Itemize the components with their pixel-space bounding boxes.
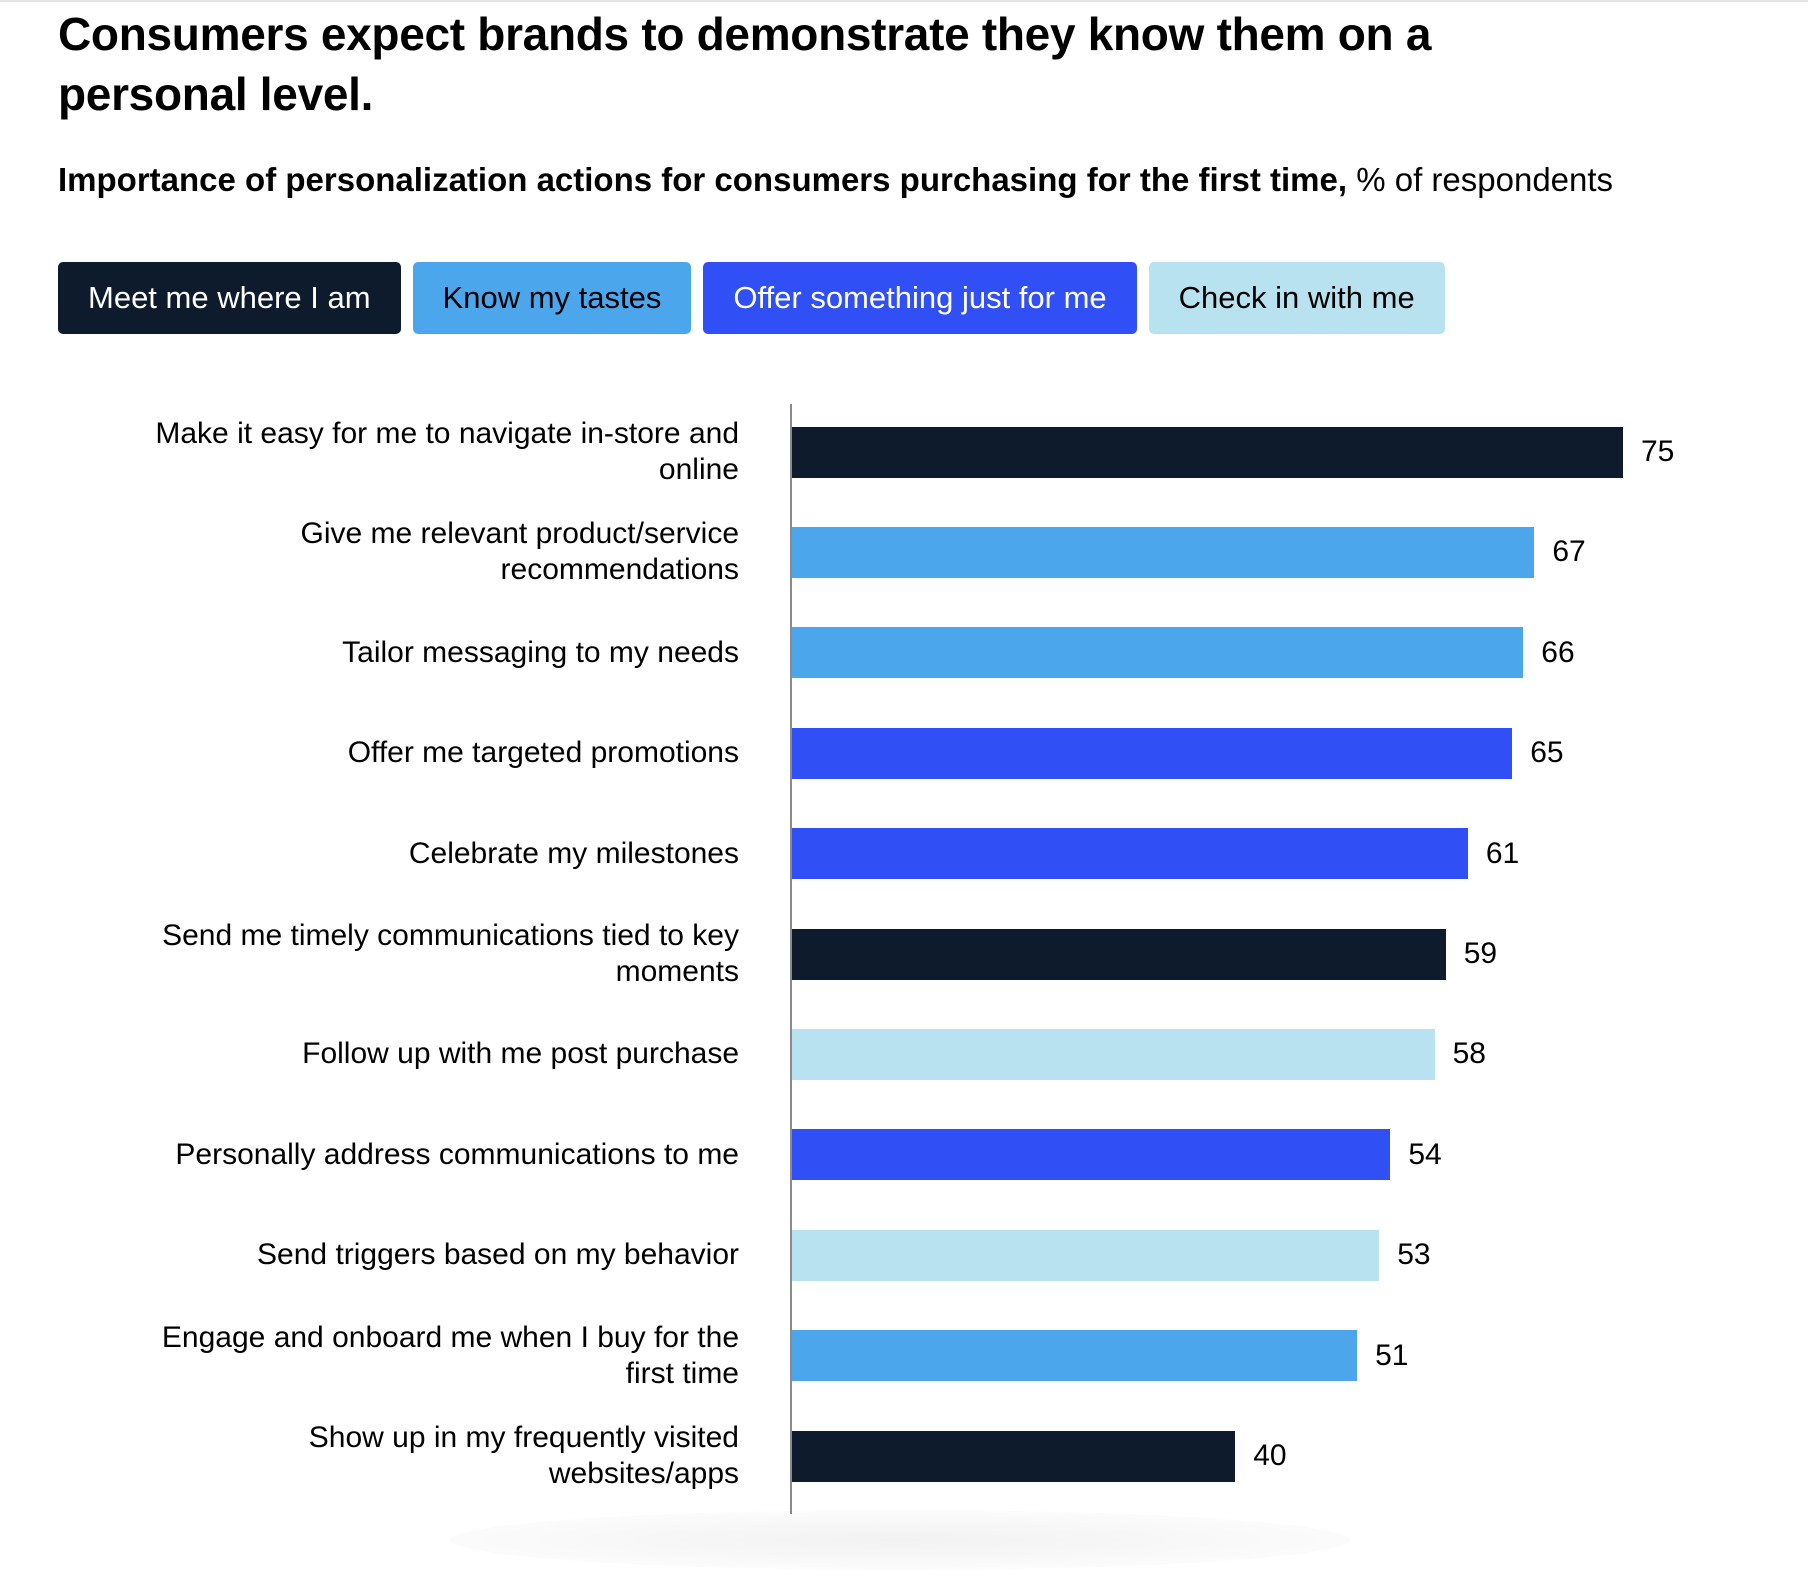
bar [792, 1028, 1435, 1080]
category-label: Send me timely communications tied to ke… [162, 919, 739, 988]
bar [792, 526, 1535, 578]
legend-filter-buttons: Meet me where I am Know my tastes Offer so… [58, 262, 1445, 334]
chart-subtitle: Importance of personalization actions fo… [58, 158, 1613, 202]
data-label: 53 [1397, 1238, 1431, 1272]
data-label: 66 [1541, 635, 1575, 669]
data-label: 54 [1408, 1137, 1442, 1171]
subtitle-unit: % of respondents [1347, 161, 1614, 198]
bar [792, 928, 1446, 980]
legend-button-meet-me-where-i-am[interactable]: Meet me where I am [58, 262, 401, 334]
data-label: 65 [1530, 736, 1564, 770]
bar [792, 727, 1513, 779]
category-label: Make it easy for me to navigate in-store… [155, 417, 739, 486]
category-label: Engage and onboard me when I buy for the… [161, 1320, 739, 1390]
data-label: 51 [1375, 1338, 1409, 1372]
y-axis-line [790, 404, 792, 1514]
data-label: 40 [1253, 1439, 1287, 1472]
category-label: Give me relevant product/service recomme… [300, 517, 739, 587]
data-label: 67 [1552, 535, 1586, 569]
bar [792, 1229, 1380, 1281]
top-divider [0, 0, 1808, 2]
data-label: 75 [1641, 435, 1675, 468]
data-label: 61 [1485, 836, 1520, 870]
category-label: Personally address communications to me [175, 1137, 739, 1171]
category-label: Tailor messaging to my needs [342, 635, 739, 669]
page-title: Consumers expect brands to demonstrate t… [58, 8, 1432, 120]
bottom-shadow [450, 1510, 1350, 1570]
bar [792, 1129, 1391, 1181]
bar [792, 1430, 1236, 1482]
category-label: Send triggers based on my behavior [257, 1238, 739, 1272]
bar [792, 426, 1623, 478]
legend-button-know-my-tastes[interactable]: Know my tastes [412, 262, 692, 334]
legend-button-offer-something-just-for-me[interactable]: Offer something just for me [703, 262, 1137, 334]
category-label: Offer me targeted promotions [347, 736, 739, 770]
bar [792, 828, 1468, 880]
data-label: 58 [1452, 1037, 1486, 1071]
category-label: Follow up with me post purchase [302, 1037, 739, 1071]
subtitle-main: Importance of personalization actions fo… [58, 161, 1348, 198]
bar [792, 1330, 1358, 1382]
legend-button-check-in-with-me[interactable]: Check in with me [1148, 262, 1445, 334]
bar [792, 627, 1524, 679]
data-label: 59 [1463, 937, 1498, 970]
category-label: Show up in my frequently visited website… [308, 1421, 739, 1490]
category-label: Celebrate my milestones [408, 836, 739, 870]
